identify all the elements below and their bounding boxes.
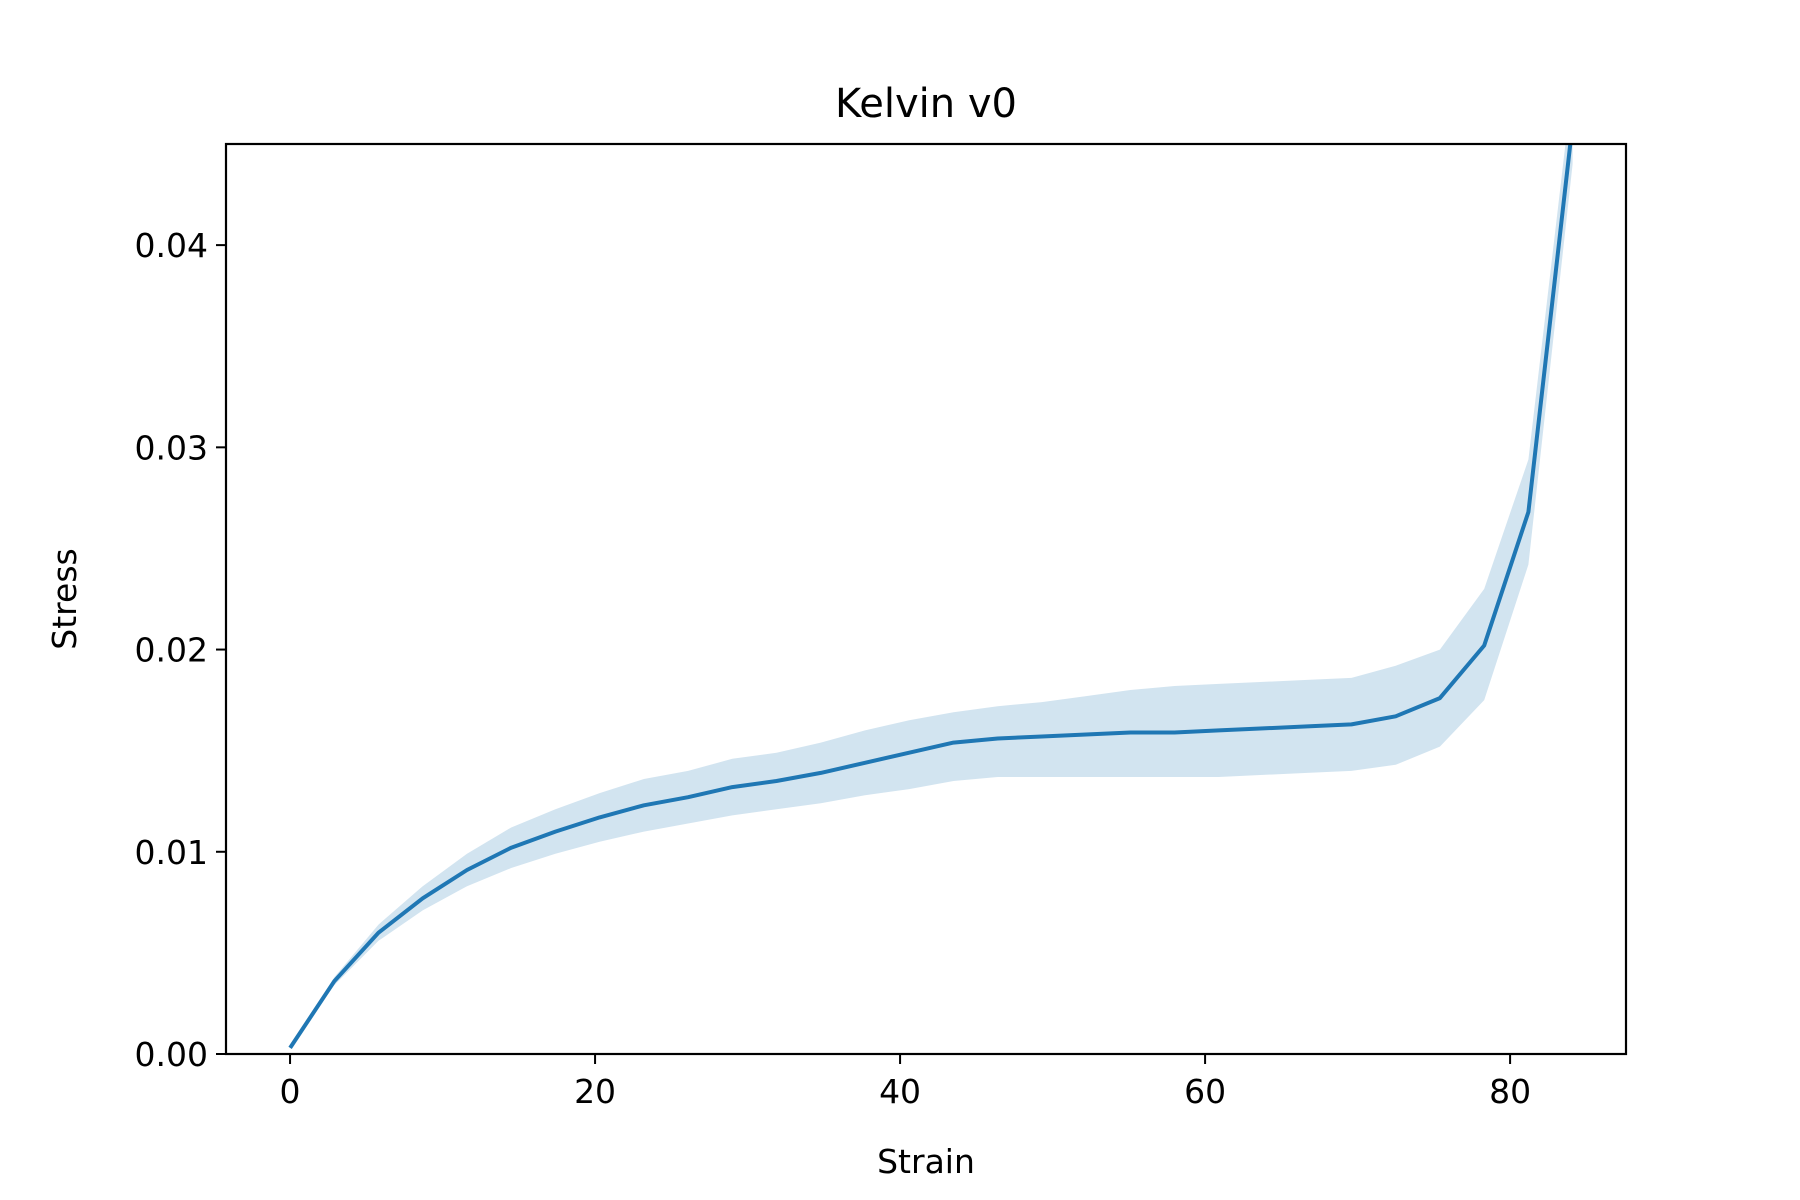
x-axis-ticks: 0 20 40 60 80	[280, 1054, 1531, 1111]
x-tick-label: 80	[1489, 1072, 1531, 1111]
y-tick-label: 0.01	[135, 833, 208, 872]
plot-frame	[224, 142, 1628, 1056]
chart-title: Kelvin v0	[835, 81, 1017, 127]
x-tick-label: 60	[1184, 1072, 1226, 1111]
stress-confidence-band	[290, 144, 1573, 1048]
x-tick-label: 0	[280, 1072, 301, 1111]
x-axis-label: Strain	[877, 1142, 975, 1181]
y-tick-label: 0.02	[135, 631, 208, 670]
stress-series-line	[288, 144, 1573, 1050]
plot-area: 0 20 40 60 80 0.00 0.01 0.02 0.03 0.04	[135, 142, 1628, 1111]
y-axis-ticks: 0.00 0.01 0.02 0.03 0.04	[135, 226, 226, 1074]
y-tick-label: 0.03	[135, 428, 208, 467]
y-axis-label: Stress	[45, 548, 84, 649]
x-tick-label: 20	[574, 1072, 616, 1111]
y-tick-label: 0.04	[135, 226, 208, 265]
x-tick-label: 40	[879, 1072, 921, 1111]
y-tick-label: 0.00	[135, 1035, 208, 1074]
